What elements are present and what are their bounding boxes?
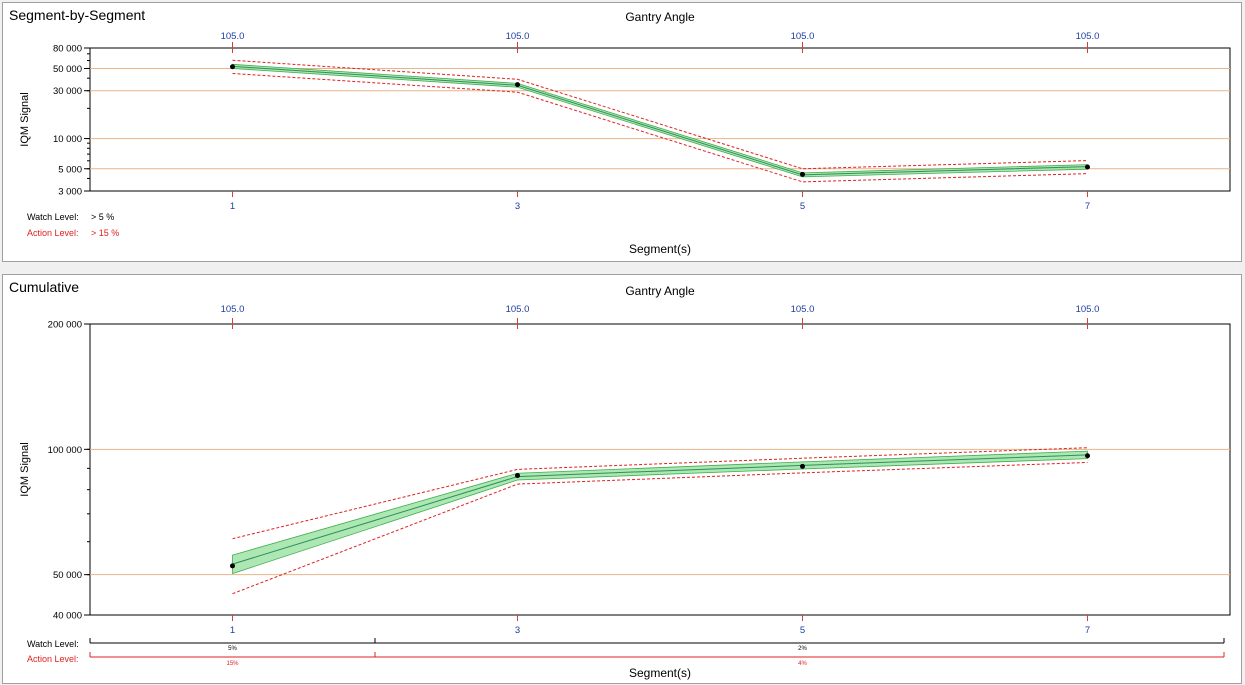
- x-axis-label: Segment(s): [629, 242, 691, 256]
- top-tick-label: 105.0: [791, 31, 815, 42]
- x-tick-label: 5: [800, 625, 805, 636]
- top-tick-label: 105.0: [791, 304, 815, 315]
- action-level-value: > 15 %: [91, 228, 119, 238]
- watch-band: [232, 450, 1088, 575]
- y-tick-label: 5 000: [58, 164, 82, 175]
- x-tick-label: 1: [230, 625, 235, 636]
- data-point: [800, 463, 805, 469]
- watch-level-segment-value: 5%: [228, 646, 237, 652]
- y-tick-label: 200 000: [48, 320, 82, 331]
- data-point: [515, 473, 520, 479]
- data-point: [230, 563, 235, 569]
- y-tick-label: 50 000: [53, 570, 82, 581]
- watch-level-segment-value: 2%: [798, 646, 807, 652]
- y-tick-label: 3 000: [58, 187, 82, 198]
- data-point: [230, 64, 235, 70]
- x-axis-label: Segment(s): [629, 666, 691, 680]
- action-level-upper-line: [232, 447, 1088, 540]
- action-level-segment-value: 4%: [798, 661, 807, 667]
- x-tick-label: 1: [230, 201, 235, 212]
- data-point: [1085, 164, 1090, 170]
- x-tick-label: 7: [1085, 625, 1090, 636]
- action-level-upper-line: [232, 59, 1088, 170]
- expected-line: [232, 454, 1088, 565]
- action-level-lower-line: [232, 72, 1088, 183]
- data-point: [800, 171, 805, 177]
- cumulative-panel: Cumulative 40 000 50 000 100 000 200 000 IQM…: [2, 274, 1242, 684]
- action-level-label: Action Level:: [27, 228, 79, 238]
- y-tick-label: 100 000: [48, 445, 82, 456]
- top-tick-label: 105.0: [1076, 304, 1100, 315]
- top-tick-label: 105.0: [221, 304, 245, 315]
- top-tick-label: 105.0: [221, 31, 245, 42]
- y-tick-label: 50 000: [53, 64, 82, 75]
- watch-level-value: > 5 %: [91, 212, 114, 222]
- x-tick-label: 7: [1085, 201, 1090, 212]
- panel-title: Segment-by-Segment: [9, 7, 146, 23]
- x-tick-label: 3: [515, 201, 520, 212]
- top-tick-label: 105.0: [506, 304, 530, 315]
- top-axis-label: Gantry Angle: [625, 284, 695, 298]
- top-axis-label: Gantry Angle: [625, 10, 695, 24]
- y-axis-label: IQM Signal: [19, 442, 31, 496]
- segment-by-segment-panel: Segment-by-Segment 3 000 5 000 10 000 30 00…: [2, 2, 1242, 262]
- y-tick-label: 40 000: [53, 611, 82, 622]
- y-tick-label: 10 000: [53, 134, 82, 145]
- watch-level-label: Watch Level:: [27, 639, 79, 649]
- data-point: [1085, 453, 1090, 459]
- x-tick-label: 3: [515, 625, 520, 636]
- expected-line: [232, 65, 1088, 176]
- top-tick-label: 105.0: [1076, 31, 1100, 42]
- action-level-label: Action Level:: [27, 654, 79, 664]
- segment-chart: 3 000 5 000 10 000 30 000 50 000 80 000 IQM Si…: [19, 10, 1231, 256]
- watch-level-label: Watch Level:: [27, 212, 79, 222]
- data-point: [515, 82, 520, 88]
- y-tick-label: 80 000: [53, 44, 82, 55]
- action-level-segment-value: 15%: [226, 661, 239, 667]
- top-tick-label: 105.0: [506, 31, 530, 42]
- y-tick-label: 30 000: [53, 86, 82, 97]
- cumulative-chart: 40 000 50 000 100 000 200 000 IQM Signal Gant…: [19, 284, 1231, 680]
- y-axis-label: IQM Signal: [19, 92, 31, 146]
- x-tick-label: 5: [800, 201, 805, 212]
- panel-title: Cumulative: [9, 279, 80, 295]
- action-level-lower-line: [232, 461, 1088, 595]
